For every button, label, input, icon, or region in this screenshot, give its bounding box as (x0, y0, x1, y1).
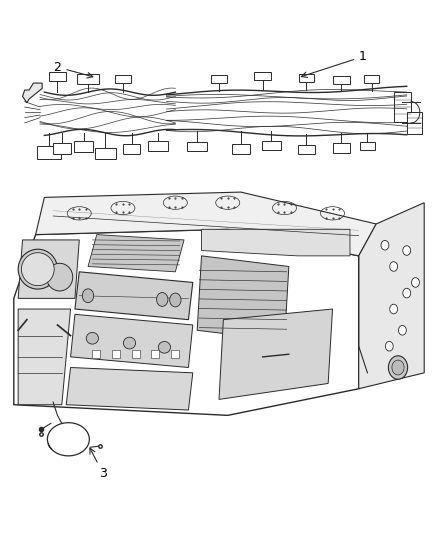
Bar (262, 141, 281, 150)
Polygon shape (219, 309, 332, 399)
Bar (232, 144, 250, 154)
Circle shape (403, 288, 411, 298)
Text: 1: 1 (301, 50, 367, 77)
Ellipse shape (46, 263, 73, 291)
Circle shape (156, 293, 168, 306)
Circle shape (412, 278, 420, 287)
Circle shape (82, 289, 94, 303)
Polygon shape (75, 272, 193, 320)
Ellipse shape (18, 249, 57, 289)
Circle shape (390, 262, 398, 271)
Text: 2: 2 (53, 61, 93, 78)
Polygon shape (88, 235, 184, 272)
Bar (299, 74, 314, 82)
Bar (74, 141, 93, 152)
Bar (254, 72, 272, 80)
Bar (95, 149, 117, 159)
Polygon shape (201, 229, 350, 256)
Circle shape (170, 293, 181, 307)
Bar (151, 350, 159, 358)
Polygon shape (18, 240, 79, 298)
Ellipse shape (86, 333, 99, 344)
Bar (112, 350, 120, 358)
Bar (298, 146, 314, 154)
Circle shape (392, 360, 404, 375)
Circle shape (385, 342, 393, 351)
Bar (37, 146, 61, 159)
Ellipse shape (124, 337, 136, 349)
Ellipse shape (158, 342, 170, 353)
Bar (115, 75, 131, 83)
Bar (49, 72, 66, 82)
Circle shape (381, 240, 389, 250)
Circle shape (390, 304, 398, 314)
Polygon shape (359, 203, 424, 389)
Bar (77, 74, 99, 84)
Bar (53, 143, 71, 154)
Bar (148, 141, 168, 151)
Circle shape (389, 356, 408, 379)
Polygon shape (197, 256, 289, 341)
Polygon shape (18, 309, 71, 405)
Bar (333, 76, 350, 84)
Bar (171, 350, 179, 358)
Polygon shape (14, 229, 359, 415)
Bar (364, 75, 379, 83)
Bar (360, 142, 375, 150)
Polygon shape (35, 192, 376, 256)
Bar (211, 75, 227, 83)
Bar (123, 144, 141, 154)
Circle shape (403, 246, 411, 255)
Bar (92, 350, 100, 358)
Bar (394, 92, 411, 122)
Circle shape (399, 326, 406, 335)
Bar (132, 350, 140, 358)
Ellipse shape (21, 253, 54, 286)
Text: 3: 3 (90, 448, 107, 480)
Bar (332, 143, 350, 153)
Polygon shape (66, 368, 193, 410)
Polygon shape (71, 314, 193, 368)
Polygon shape (22, 83, 42, 103)
Bar (407, 112, 422, 134)
Bar (187, 142, 207, 151)
